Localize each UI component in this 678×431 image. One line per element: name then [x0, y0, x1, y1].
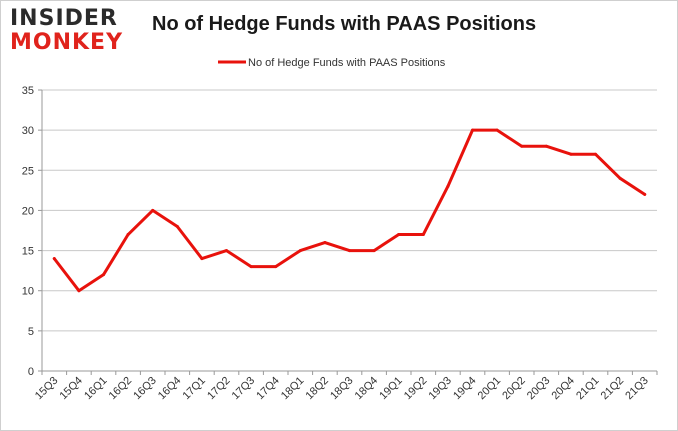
x-tick-label: 15Q3	[33, 375, 61, 403]
y-tick-label: 20	[22, 205, 34, 217]
data-point	[249, 265, 253, 269]
y-tick-label: 30	[22, 125, 34, 137]
data-point	[225, 249, 228, 253]
x-tick-label: 16Q1	[82, 375, 110, 403]
logo-line-2: MONKEY	[10, 30, 124, 55]
x-tick-label: 19Q4	[451, 375, 479, 403]
x-tick-label: 19Q2	[402, 375, 430, 403]
x-tick-label: 21Q3	[623, 375, 651, 403]
data-point	[397, 233, 401, 237]
x-axis-ticks: 15Q315Q416Q116Q216Q316Q417Q117Q217Q317Q4…	[33, 371, 658, 403]
data-point	[323, 241, 327, 245]
x-tick-label: 20Q1	[476, 375, 504, 403]
x-tick-label: 19Q1	[377, 375, 405, 403]
insider-monkey-logo: INSIDER MONKEY	[10, 8, 123, 54]
x-tick-label: 18Q1	[279, 375, 307, 403]
data-point	[52, 257, 56, 261]
data-point	[372, 249, 376, 253]
data-point	[348, 249, 351, 253]
data-point	[298, 249, 302, 253]
x-tick-label: 18Q2	[303, 375, 331, 403]
data-point	[520, 144, 524, 148]
data-point	[102, 273, 105, 277]
x-tick-label: 20Q2	[500, 375, 528, 403]
x-tick-label: 17Q2	[205, 375, 233, 403]
x-tick-label: 17Q1	[180, 375, 208, 403]
data-point	[421, 233, 425, 237]
data-point	[200, 257, 204, 261]
y-tick-label: 0	[28, 366, 34, 378]
series-layer	[52, 128, 647, 293]
y-axis-ticks: 0 5 10 15 20 25 30 35	[22, 85, 42, 378]
y-tick-label: 15	[22, 246, 34, 258]
y-tick-label: 35	[22, 85, 34, 97]
y-tick-label: 10	[22, 286, 34, 298]
data-point	[77, 289, 81, 293]
legend-label: No of Hedge Funds with PAAS Positions	[248, 57, 446, 69]
data-point	[544, 144, 548, 148]
x-tick-label: 18Q4	[353, 375, 381, 403]
logo-line-1: INSIDER	[10, 6, 118, 31]
y-tick-label: 25	[22, 165, 34, 177]
gridlines	[42, 89, 657, 332]
x-tick-label: 21Q2	[599, 375, 627, 403]
chart-title: No of Hedge Funds with PAAS Positions	[152, 13, 537, 35]
x-tick-label: 16Q3	[131, 375, 159, 403]
x-tick-label: 19Q3	[426, 375, 454, 403]
legend: No of Hedge Funds with PAAS Positions	[218, 57, 446, 69]
data-point	[643, 192, 647, 196]
x-tick-label: 21Q1	[574, 375, 602, 403]
data-point	[126, 233, 130, 237]
x-tick-label: 17Q3	[230, 375, 258, 403]
data-point	[618, 176, 622, 180]
x-tick-label: 16Q4	[156, 375, 184, 403]
x-tick-label: 20Q4	[549, 375, 577, 403]
data-point	[495, 128, 499, 132]
data-point	[274, 265, 278, 269]
x-tick-label: 16Q2	[107, 375, 135, 403]
x-tick-label: 20Q3	[525, 375, 553, 403]
data-point	[151, 208, 155, 212]
axes	[41, 90, 657, 372]
data-point	[594, 152, 597, 156]
data-point	[175, 224, 179, 228]
x-tick-label: 17Q4	[254, 375, 282, 403]
y-tick-label: 5	[28, 326, 34, 338]
data-point	[569, 152, 573, 156]
data-point	[471, 128, 474, 132]
data-point	[446, 184, 450, 188]
x-tick-label: 15Q4	[57, 375, 85, 403]
x-tick-label: 18Q3	[328, 375, 356, 403]
